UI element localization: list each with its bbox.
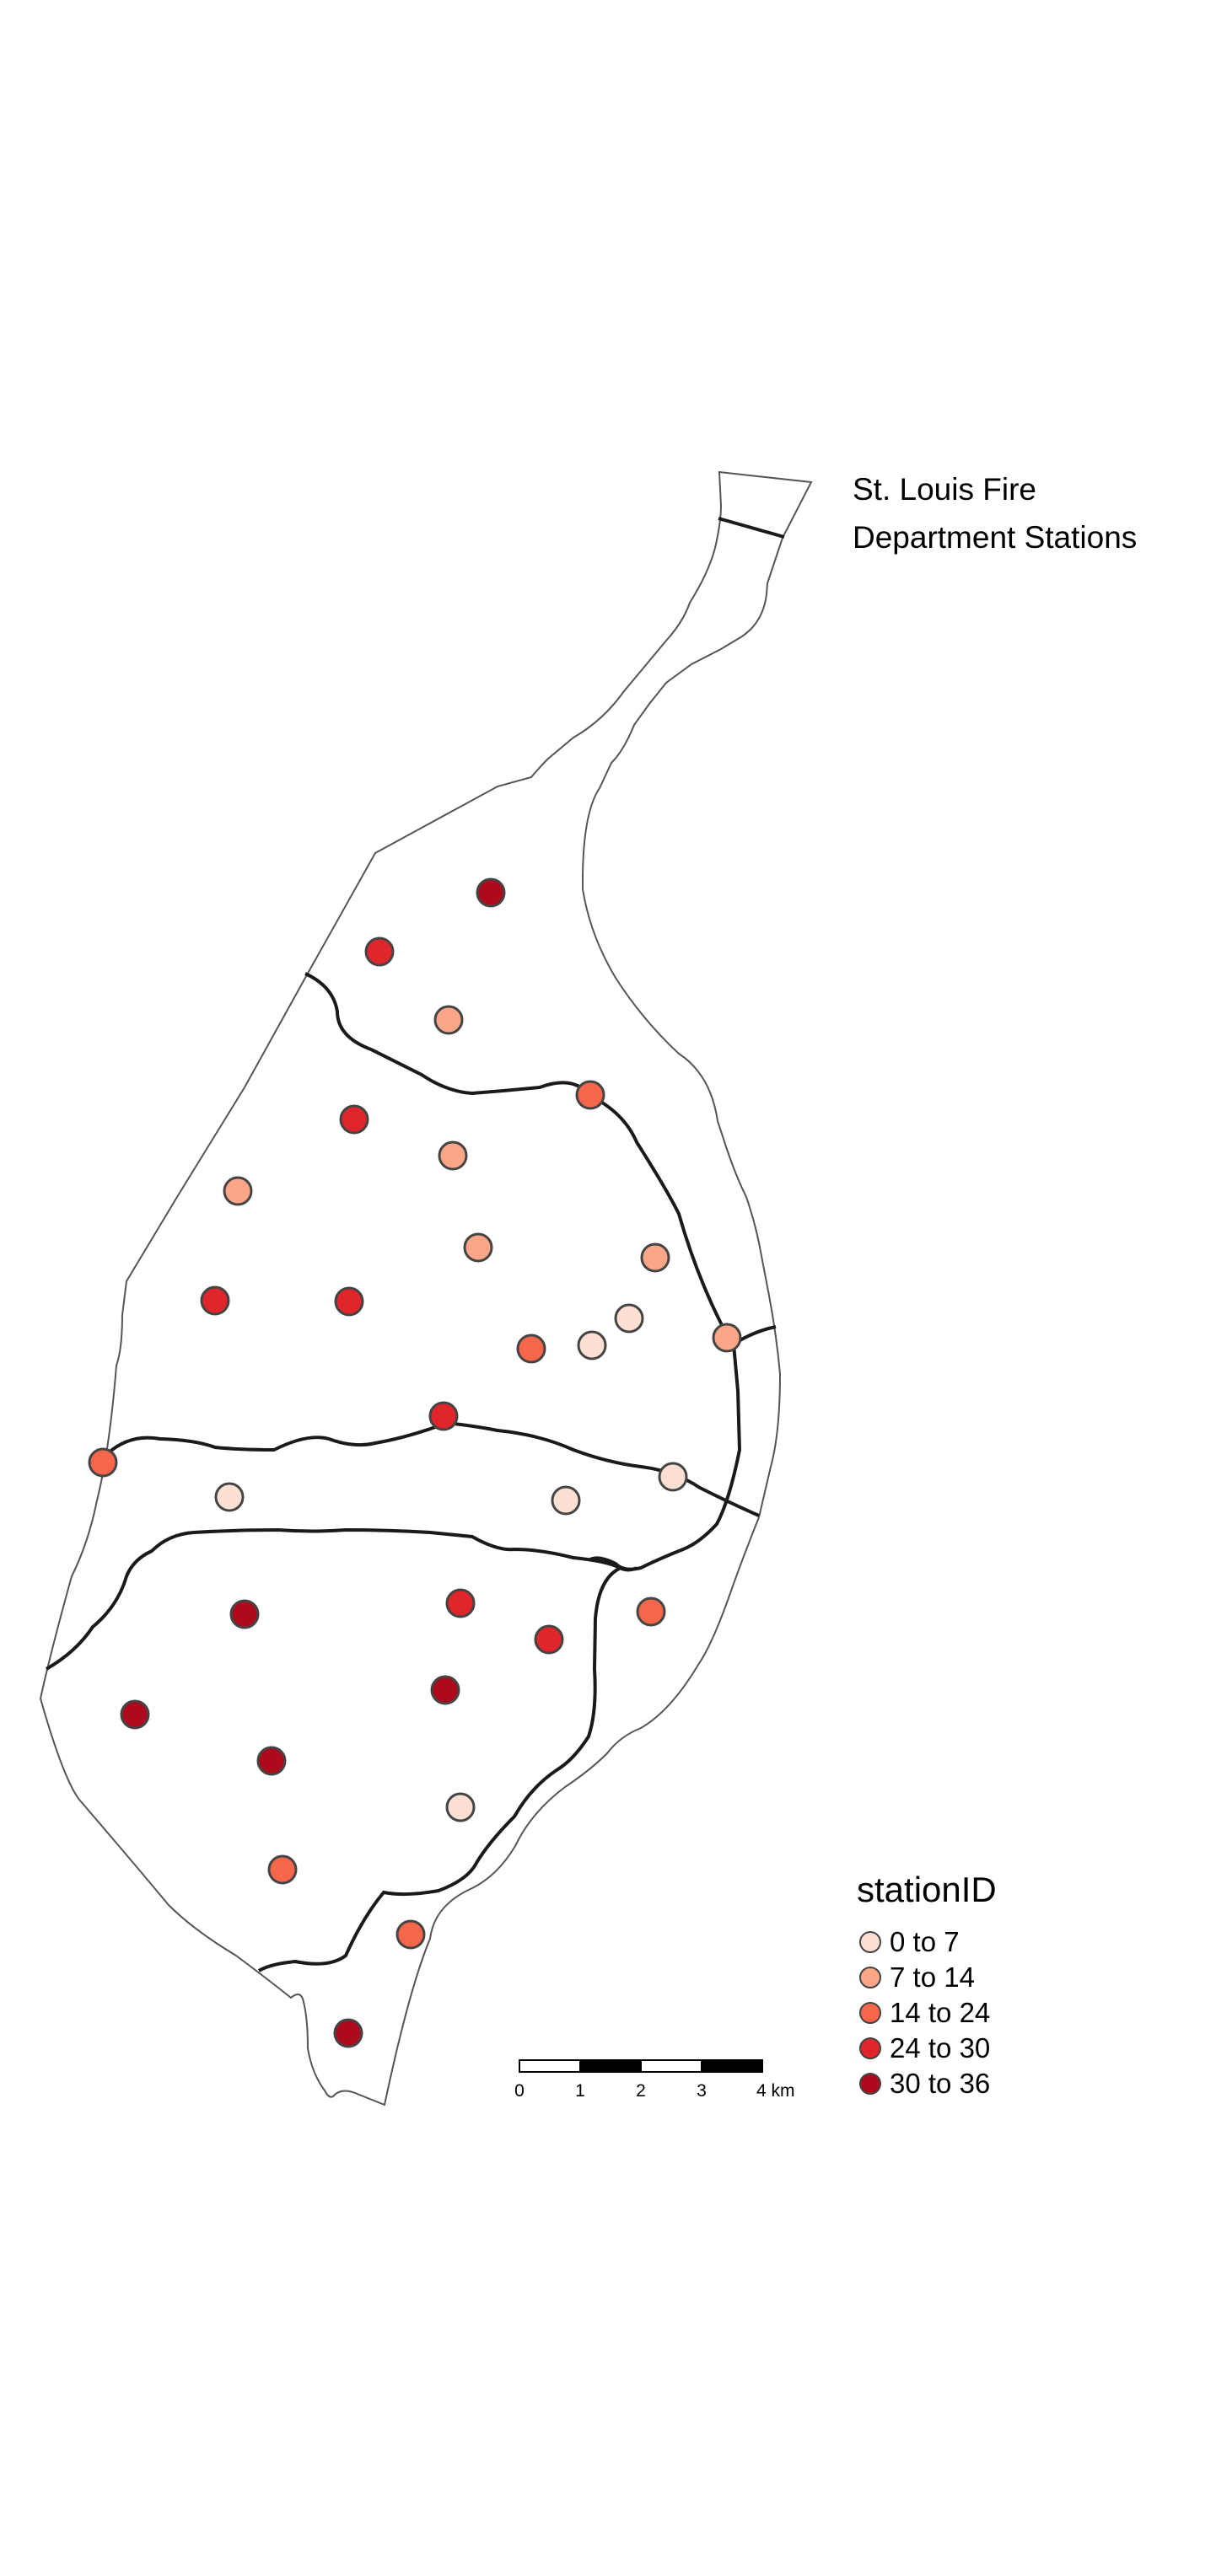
legend-item-1: 7 to 14 bbox=[857, 1960, 997, 1995]
station-marker bbox=[120, 1699, 150, 1730]
city-boundary bbox=[39, 470, 813, 2106]
legend-label-1: 7 to 14 bbox=[890, 1962, 975, 1993]
scale-label-2: 2 bbox=[636, 2081, 646, 2101]
station-marker bbox=[267, 1854, 298, 1885]
district-line-central bbox=[101, 1420, 760, 1517]
scale-label-0: 0 bbox=[514, 2081, 525, 2101]
station-marker bbox=[333, 2018, 363, 2048]
station-marker bbox=[428, 1401, 459, 1431]
station-marker bbox=[476, 877, 506, 908]
district-line-north-tip bbox=[718, 517, 785, 539]
station-marker bbox=[575, 1080, 605, 1110]
scale-segment-0 bbox=[519, 2059, 581, 2073]
legend-label-3: 24 to 30 bbox=[890, 2032, 991, 2063]
scale-label-4: 4 km bbox=[756, 2081, 795, 2101]
scale-label-3: 3 bbox=[697, 2081, 707, 2101]
legend-swatch-1 bbox=[859, 1967, 881, 1988]
scale-segment-1 bbox=[579, 2059, 642, 2073]
legend-swatch-0 bbox=[859, 1931, 881, 1953]
station-marker bbox=[463, 1232, 493, 1263]
legend-item-3: 24 to 30 bbox=[857, 2031, 997, 2066]
legend-swatch-4 bbox=[859, 2073, 881, 2095]
station-marker bbox=[636, 1597, 666, 1627]
station-marker bbox=[445, 1588, 476, 1618]
station-marker bbox=[364, 936, 395, 967]
station-marker bbox=[433, 1005, 464, 1035]
station-marker bbox=[551, 1485, 581, 1516]
legend-item-0: 0 to 7 bbox=[857, 1924, 997, 1960]
station-marker bbox=[658, 1462, 688, 1492]
legend-item-2: 14 to 24 bbox=[857, 1995, 997, 2031]
station-marker bbox=[640, 1242, 670, 1273]
legend-item-4: 30 to 36 bbox=[857, 2066, 997, 2101]
scale-label-1: 1 bbox=[575, 2081, 585, 2101]
station-marker bbox=[534, 1624, 564, 1655]
legend-label-0: 0 to 7 bbox=[890, 1926, 960, 1957]
station-marker bbox=[712, 1323, 742, 1353]
station-marker bbox=[214, 1482, 245, 1512]
station-marker bbox=[614, 1303, 644, 1334]
city-outline bbox=[39, 470, 813, 2106]
district-line-south bbox=[257, 1566, 621, 1972]
station-marker bbox=[339, 1104, 369, 1135]
station-marker bbox=[438, 1140, 468, 1171]
station-marker bbox=[256, 1746, 287, 1776]
district-line-south-central bbox=[46, 1527, 638, 1671]
station-marker bbox=[223, 1176, 253, 1206]
legend-swatch-2 bbox=[859, 2002, 881, 2024]
scale-segment-3 bbox=[701, 2059, 763, 2073]
map-title-line-1: St. Louis Fire bbox=[853, 472, 1036, 507]
station-marker bbox=[445, 1792, 476, 1822]
fire-stations bbox=[88, 877, 742, 2048]
station-marker bbox=[516, 1334, 546, 1364]
legend-title: stationID bbox=[857, 1870, 997, 1909]
station-marker bbox=[395, 1919, 426, 1950]
station-marker bbox=[88, 1447, 118, 1478]
station-marker bbox=[200, 1285, 230, 1316]
map-title: St. Louis Fire Department Stations bbox=[853, 465, 1137, 561]
legend-swatch-3 bbox=[859, 2037, 881, 2059]
legend-label-2: 14 to 24 bbox=[890, 1997, 991, 2028]
district-boundaries bbox=[46, 517, 785, 1972]
station-marker bbox=[577, 1330, 607, 1360]
station-marker bbox=[229, 1599, 260, 1629]
station-marker bbox=[334, 1286, 364, 1317]
district-line-north bbox=[304, 972, 742, 1571]
station-marker bbox=[430, 1675, 460, 1705]
scale-bar: 0 1 2 3 4 km bbox=[514, 2059, 795, 2101]
scale-segment-2 bbox=[640, 2059, 702, 2073]
legend-label-4: 30 to 36 bbox=[890, 2068, 991, 2099]
map-title-line-2: Department Stations bbox=[853, 520, 1138, 555]
legend: stationID 0 to 7 7 to 14 14 to 24 24 to … bbox=[857, 1867, 997, 2101]
